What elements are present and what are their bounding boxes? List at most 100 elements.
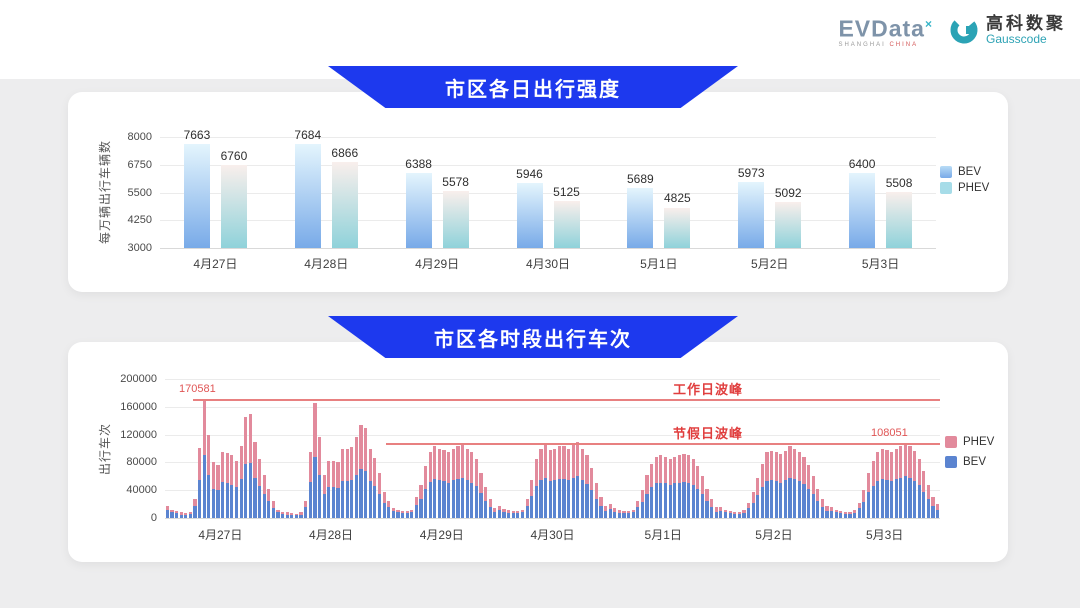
hourly-trips-card: 出行车次 0 40000 80000 120000 160000 200000 4月27日 4…	[68, 342, 1008, 562]
chart2-bev-bar-4月30日-h9	[539, 480, 543, 518]
chart2-phev-bar-5月2日-h0	[719, 506, 723, 512]
chart2-bev-bar-5月3日-h12	[885, 479, 889, 518]
header-logos: EVData× SHANGHAI CHINA 高科数聚 Gausscode	[838, 13, 1066, 47]
chart2-bev-bar-4月28日-h23	[382, 503, 386, 518]
chart2-xtick-5月1日: 5月1日	[644, 528, 682, 542]
chart2-phev-bar-5月2日-h5	[742, 510, 746, 514]
chart2-bev-bar-4月27日-h0	[165, 510, 169, 518]
chart2-bev-bar-5月2日-h23	[825, 511, 829, 518]
banner-daily-intensity: 市区各日出行强度	[328, 66, 738, 108]
chart2-bev-bar-4月29日-h20	[479, 492, 483, 518]
chart2-phev-bar-4月30日-h1	[502, 508, 506, 512]
chart2-phev-bar-5月1日-h2	[617, 510, 621, 514]
chart2-phev-bar-5月1日-h1	[613, 508, 617, 512]
chart1-bev-value-4月29日: 6388	[405, 156, 432, 171]
chart2-phev-bar-5月2日-h4	[737, 511, 741, 514]
chart2-bev-bar-5月1日-h18	[691, 484, 695, 518]
chart2-bev-bar-5月2日-h4	[737, 513, 741, 518]
chart2-legend: PHEV BEV	[945, 436, 994, 468]
chart2-phev-bar-4月30日-h3	[511, 511, 515, 514]
chart2-bev-bar-4月28日-h7	[308, 481, 312, 518]
chart2-bev-bar-5月2日-h14	[783, 480, 788, 518]
chart2-phev-bar-4月28日-h9	[317, 436, 322, 475]
chart2-ytick-80000: 80000	[126, 456, 157, 469]
chart2-legend-bev[interactable]: BEV	[945, 456, 994, 468]
chart2-phev-bar-4月28日-h12	[331, 461, 335, 488]
chart2-phev-bar-4月27日-h1	[170, 509, 174, 513]
chart2-phev-bar-5月1日-h12	[663, 456, 668, 484]
holiday-peak-value: 108051	[871, 426, 908, 439]
chart2-bev-bar-5月2日-h2	[728, 513, 732, 518]
chart2-bev-bar-4月28日-h10	[322, 494, 326, 518]
chart2-bev-bar-5月3日-h0	[829, 511, 834, 518]
chart2-phev-bar-5月2日-h15	[788, 446, 792, 479]
chart2-phev-bar-5月2日-h8	[756, 477, 760, 496]
chart2-phev-bar-4月30日-h20	[590, 467, 594, 491]
chart2-phev-bar-4月28日-h15	[345, 448, 349, 482]
phev-swatch-icon	[940, 182, 952, 194]
chart2-phev-bar-4月30日-h8	[534, 458, 538, 487]
chart2-bev-bar-4月30日-h8	[534, 486, 538, 518]
chart2-phev-bar-4月29日-h15	[456, 446, 460, 480]
chart2-phev-bar-5月2日-h12	[774, 451, 778, 482]
chart2-bev-bar-5月1日-h8	[645, 493, 649, 518]
chart2-phev-bar-4月30日-h10	[543, 445, 548, 479]
chart2-bev-bar-4月27日-h22	[267, 501, 271, 518]
chart1-gridline-5500	[160, 192, 936, 194]
chart2-legend-phev[interactable]: PHEV	[945, 436, 994, 448]
chart2-bev-bar-4月30日-h17	[576, 476, 580, 518]
chart2-bev-bar-4月29日-h2	[396, 512, 400, 518]
chart2-phev-bar-4月30日-h11	[548, 449, 552, 482]
chart1-ytick-4250: 4250	[127, 214, 152, 227]
chart1-bev-bar-5月2日	[738, 182, 765, 248]
chart2-phev-bar-4月27日-h23	[271, 500, 275, 508]
chart2-phev-bar-4月27日-h15	[234, 461, 239, 488]
chart2-bev-bar-5月1日-h23	[714, 511, 718, 518]
chart2-bev-bar-4月29日-h14	[451, 480, 455, 518]
chart2-phev-bar-4月27日-h14	[230, 455, 234, 485]
chart2-bev-bar-4月28日-h13	[336, 488, 340, 518]
chart2-bev-bar-5月1日-h9	[650, 487, 654, 518]
chart2-phev-bar-5月3日-h13	[889, 451, 894, 482]
chart1-bev-value-4月30日: 5946	[516, 166, 543, 181]
chart2-phev-bar-4月28日-h2	[285, 512, 289, 515]
gausscode-text: 高科数聚 Gausscode	[986, 14, 1066, 46]
chart2-legend-phev-label: PHEV	[963, 436, 995, 448]
chart2-phev-bar-5月2日-h20	[811, 476, 815, 495]
chart2-phev-bar-4月29日-h2	[396, 509, 400, 513]
chart2-phev-bar-4月29日-h4	[405, 511, 409, 514]
chart2-phev-bar-5月3日-h19	[917, 458, 921, 486]
chart1-bev-bar-5月1日	[627, 188, 654, 248]
chart2-bev-bar-4月28日-h0	[276, 512, 280, 518]
chart2-bev-bar-5月2日-h0	[719, 511, 723, 518]
chart2-xtick-5月3日: 5月3日	[865, 528, 904, 542]
chart1-legend-phev[interactable]: PHEV	[940, 182, 989, 194]
chart2-bev-bar-4月30日-h11	[548, 481, 552, 518]
chart2-phev-bar-4月30日-h16	[571, 445, 575, 479]
chart2-bev-bar-4月29日-h15	[456, 479, 460, 518]
chart2-phev-bar-4月27日-h0	[165, 506, 169, 511]
chart2-bev-bar-5月2日-h3	[733, 513, 737, 518]
chart2-phev-bar-4月28日-h20	[368, 448, 372, 482]
chart1-legend-bev[interactable]: BEV	[940, 166, 989, 178]
chart1-phev-bar-4月29日	[442, 190, 469, 248]
chart2-bev-bar-4月28日-h8	[313, 456, 317, 518]
chart2-bev-bar-4月29日-h12	[442, 481, 446, 518]
chart2-phev-bar-4月29日-h1	[391, 507, 395, 512]
chart1-phev-bar-5月3日	[886, 192, 913, 248]
chart2-bev-bar-4月28日-h22	[377, 493, 382, 518]
chart2-bev-bar-4月28日-h21	[373, 486, 377, 518]
chart1-phev-value-5月1日: 4825	[663, 191, 691, 206]
chart2-phev-bar-5月1日-h18	[691, 458, 695, 485]
chart2-phev-bar-4月30日-h2	[507, 510, 511, 514]
chart2-phev-bar-4月29日-h12	[442, 449, 446, 482]
chart2-bev-bar-5月2日-h20	[811, 494, 815, 518]
chart2-bev-bar-4月30日-h23	[603, 511, 608, 518]
chart2-phev-bar-4月28日-h16	[350, 447, 354, 481]
chart2-bev-bar-4月30日-h13	[557, 479, 561, 518]
chart1-bev-value-4月28日: 7684	[294, 128, 322, 143]
chart2-phev-bar-5月2日-h2	[728, 511, 732, 514]
chart2-phev-bar-4月27日-h2	[174, 511, 179, 514]
chart2-phev-bar-5月3日-h9	[871, 461, 875, 487]
weekday-peak-label: 工作日波峰	[673, 382, 744, 398]
